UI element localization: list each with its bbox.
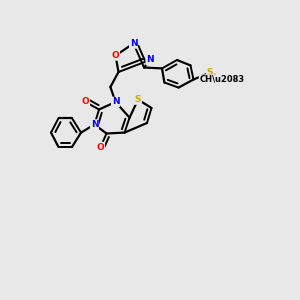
- Text: N: N: [112, 98, 119, 106]
- Text: N: N: [130, 39, 137, 48]
- Text: O: O: [112, 51, 119, 60]
- Text: S: S: [207, 68, 213, 77]
- Text: S: S: [135, 95, 141, 104]
- Text: CH\u2083: CH\u2083: [200, 75, 244, 84]
- Text: N: N: [91, 120, 98, 129]
- Text: N: N: [146, 56, 154, 64]
- Text: O: O: [97, 142, 104, 152]
- Text: O: O: [82, 98, 89, 106]
